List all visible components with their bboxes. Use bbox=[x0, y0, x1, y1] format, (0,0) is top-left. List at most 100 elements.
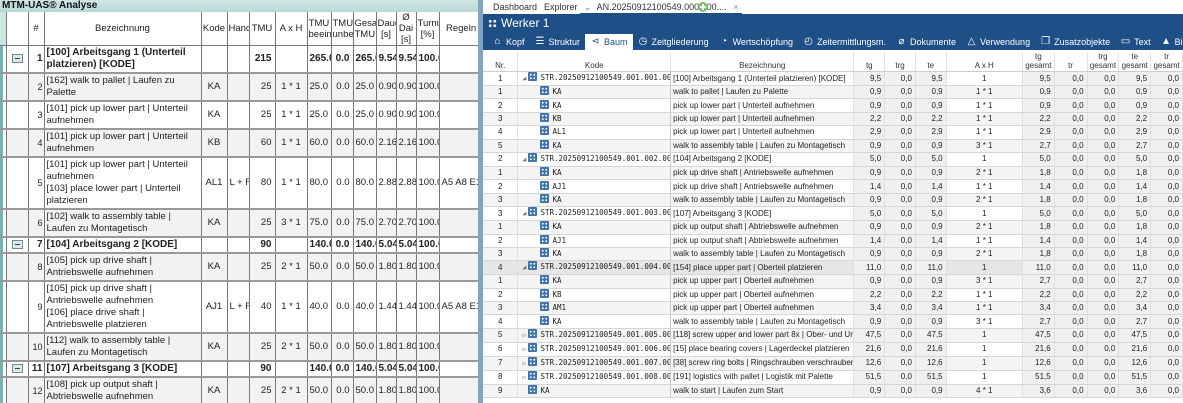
tg-cell[interactable]: 11,0 bbox=[853, 260, 886, 276]
description-cell[interactable]: [105] pick up drive shaft | Antriebswell… bbox=[44, 253, 202, 282]
tg-cell[interactable]: 0,9 bbox=[853, 220, 886, 235]
tmu-cell[interactable]: 80 bbox=[249, 157, 276, 210]
nav-struktur[interactable]: ☰ Struktur bbox=[530, 34, 586, 50]
tg-cell[interactable]: 1,4 bbox=[853, 179, 886, 194]
odauer-cell[interactable]: 1.80 bbox=[396, 333, 417, 362]
tg-cell[interactable]: 0,9 bbox=[853, 85, 886, 100]
bezeichnung-cell[interactable]: pick up lower part | Unterteil aufnehmen bbox=[670, 125, 855, 140]
ges-cell[interactable]: 50.0 bbox=[353, 377, 377, 403]
collapse-icon[interactable] bbox=[11, 53, 23, 63]
tg-ges-cell[interactable]: 0,9 bbox=[1022, 98, 1055, 113]
trg-cell[interactable]: 0,0 bbox=[884, 234, 916, 248]
tmu_b-cell[interactable]: 50.0 bbox=[307, 253, 332, 282]
regeln-cell[interactable] bbox=[439, 333, 478, 362]
tree-leaf-row[interactable]: 2 KB pick up upper part | Oberteil aufnehm… bbox=[483, 288, 1183, 303]
tmu-cell[interactable]: 25 bbox=[249, 333, 276, 362]
trg-cell[interactable]: 0,0 bbox=[884, 288, 916, 303]
tree-node-row[interactable]: 5 ▷ STR.20250912100549.001.005.00005 [118] … bbox=[483, 328, 1183, 343]
description-cell[interactable]: [162] walk to pallet | Laufen zu Palette bbox=[44, 73, 202, 102]
odauer-cell[interactable]: 0.90 bbox=[396, 73, 417, 102]
tg-cell[interactable]: 0,9 bbox=[853, 139, 886, 153]
regeln-cell[interactable] bbox=[439, 73, 478, 102]
tr-cell[interactable]: 0,0 bbox=[1054, 193, 1088, 208]
kode-cell[interactable]: KA bbox=[517, 274, 672, 289]
te-cell[interactable]: 0,9 bbox=[915, 384, 947, 399]
tr-cell[interactable]: 0,0 bbox=[1054, 328, 1088, 343]
odauer-cell[interactable]: 5.04 bbox=[396, 361, 417, 378]
kode-cell[interactable]: AL1 bbox=[517, 125, 672, 140]
tmu_u-cell[interactable]: 0.0 bbox=[331, 281, 354, 334]
te-ges-cell[interactable]: 2,7 bbox=[1118, 274, 1152, 289]
tg-ges-cell[interactable]: 2,7 bbox=[1022, 139, 1055, 153]
tmu-cell[interactable]: 25 bbox=[249, 73, 276, 102]
ges-cell[interactable]: 265.0 bbox=[353, 45, 377, 74]
bezeichnung-cell[interactable]: pick up output shaft | Abtriebswelle auf… bbox=[670, 220, 855, 235]
tg-cell[interactable]: 0,9 bbox=[853, 166, 886, 181]
tr-ges-cell[interactable]: 0,0 bbox=[1150, 274, 1183, 289]
tg-cell[interactable]: 0,9 bbox=[853, 247, 886, 262]
axh-cell[interactable]: 1 bbox=[946, 206, 1023, 222]
tg-cell[interactable]: 3,4 bbox=[853, 301, 886, 316]
axh-cell[interactable]: 1 * 1 bbox=[946, 125, 1023, 140]
tmu_u-cell[interactable]: 0.0 bbox=[331, 253, 354, 282]
bezeichnung-cell[interactable]: [107] Arbeitsgang 3 [KODE] bbox=[670, 206, 855, 222]
axh-cell[interactable]: 1 * 1 bbox=[946, 179, 1023, 194]
tg-ges-cell[interactable]: 3,6 bbox=[1022, 384, 1055, 399]
tg-cell[interactable]: 1,4 bbox=[853, 234, 886, 248]
column-header[interactable]: te gesamt bbox=[1118, 52, 1152, 72]
tmu_u-cell[interactable]: 0.0 bbox=[331, 45, 354, 74]
trg-ges-cell[interactable]: 0,0 bbox=[1087, 139, 1120, 153]
table-row[interactable]: 8 [105] pick up drive shaft | Antriebswel… bbox=[0, 253, 478, 282]
kode-cell[interactable]: AJ1 bbox=[517, 234, 672, 248]
row-selector[interactable] bbox=[0, 73, 7, 102]
tr-cell[interactable]: 0,0 bbox=[1054, 234, 1088, 248]
trg-ges-cell[interactable]: 0,0 bbox=[1087, 193, 1120, 208]
tmu_b-cell[interactable]: 50.0 bbox=[307, 377, 332, 403]
bezeichnung-cell[interactable]: pick up upper part | Oberteil aufnehmen bbox=[670, 288, 855, 303]
te-cell[interactable]: 5,0 bbox=[915, 152, 947, 167]
tg-ges-cell[interactable]: 21,6 bbox=[1022, 342, 1055, 357]
tg-ges-cell[interactable]: 51,5 bbox=[1022, 370, 1055, 385]
te-ges-cell[interactable]: 47,5 bbox=[1118, 328, 1152, 343]
row-selector[interactable] bbox=[0, 157, 7, 210]
hand-cell[interactable] bbox=[227, 361, 250, 378]
kode-cell[interactable]: ◢ STR.20250912100549.001.002.00002 bbox=[517, 152, 672, 167]
nav-zeitgliederung[interactable]: ◷ Zeitgliederung bbox=[633, 34, 714, 50]
tg-cell[interactable]: 12,6 bbox=[853, 356, 886, 371]
tr-cell[interactable]: 0,0 bbox=[1054, 125, 1088, 140]
kode-cell[interactable] bbox=[201, 237, 228, 254]
te-cell[interactable]: 0,9 bbox=[915, 85, 947, 100]
tg-cell[interactable]: 47,5 bbox=[853, 328, 886, 343]
trg-cell[interactable]: 0,0 bbox=[884, 179, 916, 194]
te-cell[interactable]: 2,9 bbox=[915, 125, 947, 140]
te-cell[interactable]: 2,2 bbox=[915, 288, 947, 303]
tg-cell[interactable]: 9,5 bbox=[853, 71, 886, 86]
row-selector[interactable] bbox=[0, 253, 7, 282]
tree-leaf-row[interactable]: 1 KA pick up output shaft | Abtriebswelle … bbox=[483, 220, 1183, 235]
tg-cell[interactable]: 0,9 bbox=[853, 193, 886, 208]
turnus-cell[interactable]: 100.00 bbox=[416, 45, 440, 74]
tmu-cell[interactable]: 25 bbox=[249, 377, 276, 403]
bezeichnung-cell[interactable]: [118] screw upper and lower part 8x | Ob… bbox=[670, 328, 855, 343]
column-header[interactable] bbox=[0, 12, 7, 46]
tg-ges-cell[interactable]: 5,0 bbox=[1022, 152, 1055, 167]
kode-cell[interactable]: KA bbox=[517, 85, 672, 100]
tr-cell[interactable]: 0,0 bbox=[1054, 220, 1088, 235]
ges-cell[interactable]: 25.0 bbox=[353, 73, 377, 102]
tr-cell[interactable]: 0,0 bbox=[1054, 206, 1088, 222]
tr-ges-cell[interactable]: 0,0 bbox=[1150, 314, 1183, 329]
kode-cell[interactable]: ▷ STR.20250912100549.001.005.00005 bbox=[517, 328, 672, 343]
axh-cell[interactable]: 1 * 1 bbox=[946, 234, 1023, 248]
tg-ges-cell[interactable]: 2,9 bbox=[1022, 125, 1055, 140]
kode-cell[interactable]: KA bbox=[517, 166, 672, 181]
te-cell[interactable]: 12,6 bbox=[915, 356, 947, 371]
dauer-cell[interactable]: 5.04 bbox=[376, 361, 397, 378]
trg-ges-cell[interactable]: 0,0 bbox=[1087, 370, 1120, 385]
column-header[interactable]: # bbox=[28, 12, 45, 46]
bezeichnung-cell[interactable]: pick up output shaft | Abtriebswelle auf… bbox=[670, 234, 855, 248]
tr-ges-cell[interactable]: 0,0 bbox=[1150, 301, 1183, 316]
tree-leaf-row[interactable]: 1 KA pick up upper part | Oberteil aufnehm… bbox=[483, 274, 1183, 289]
odauer-cell[interactable]: 1.44 bbox=[396, 281, 417, 334]
kode-cell[interactable]: KA bbox=[517, 247, 672, 262]
tr-cell[interactable]: 0,0 bbox=[1054, 152, 1088, 167]
